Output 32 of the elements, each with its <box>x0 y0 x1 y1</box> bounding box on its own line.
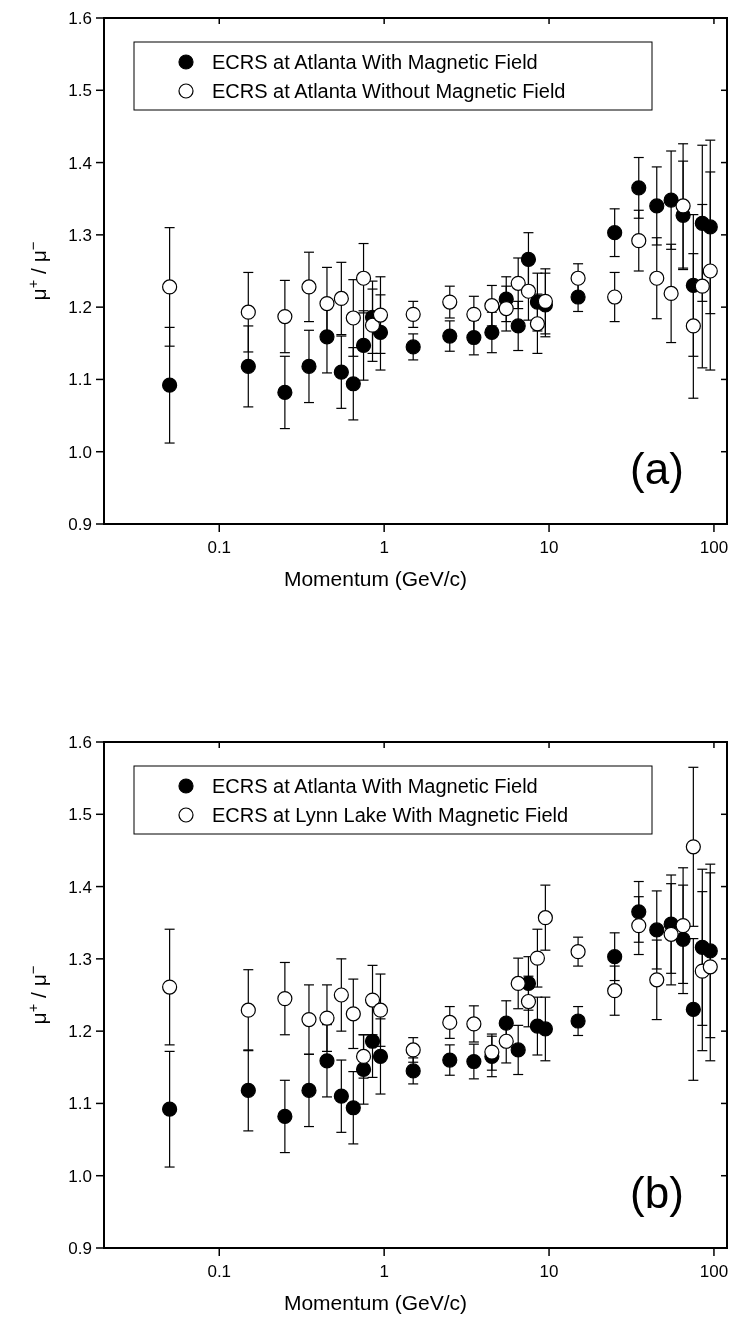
legend-label: ECRS at Atlanta With Magnetic Field <box>212 51 538 73</box>
y-tick-label: 1.0 <box>68 442 92 462</box>
y-tick-label: 1.4 <box>68 877 92 897</box>
y-tick-label: 1.2 <box>68 1022 92 1042</box>
x-axis-title: Momentum (GeV/c) <box>283 1291 468 1314</box>
x-tick-label: 10 <box>539 1262 559 1281</box>
legend-label: ECRS at Lynn Lake With Magnetic Field <box>212 804 569 826</box>
y-tick-label: 1.5 <box>68 805 92 825</box>
y-tick-label: 1.3 <box>68 225 92 245</box>
y-tick-label: 1.0 <box>68 1166 92 1186</box>
y-tick-label: 1.2 <box>68 298 92 318</box>
y-tick-label: 1.1 <box>68 1094 92 1114</box>
y-tick-label: 1.3 <box>68 949 92 969</box>
legend-label: ECRS at Atlanta Without Magnetic Field <box>212 80 566 102</box>
annotation: (a) <box>630 444 684 493</box>
y-tick-label: 1.5 <box>68 81 92 101</box>
x-tick-label: 0.1 <box>207 538 232 557</box>
x-tick-label: 100 <box>699 1262 729 1281</box>
y-tick-label: 0.9 <box>68 1239 92 1258</box>
y-tick-label: 0.9 <box>68 515 92 534</box>
y-tick-label: 1.6 <box>68 9 92 28</box>
x-tick-label: 1 <box>379 538 389 557</box>
x-tick-label: 0.1 <box>207 1262 232 1281</box>
y-tick-label: 1.4 <box>68 153 92 173</box>
x-tick-label: 100 <box>699 538 729 557</box>
y-tick-label: 1.6 <box>68 733 92 752</box>
legend-label: ECRS at Atlanta With Magnetic Field <box>212 775 538 797</box>
x-tick-label: 1 <box>379 1262 389 1281</box>
y-tick-label: 1.1 <box>68 370 92 390</box>
annotation: (b) <box>630 1168 684 1217</box>
x-tick-label: 10 <box>539 538 559 557</box>
x-axis-title: Momentum (GeV/c) <box>283 567 468 590</box>
